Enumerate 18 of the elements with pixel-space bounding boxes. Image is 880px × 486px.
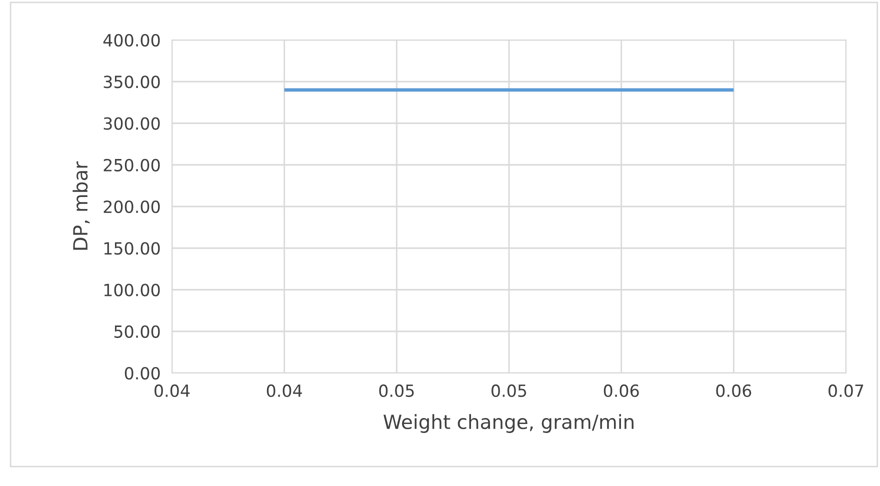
- y-tick-label: 300.00: [104, 117, 160, 130]
- x-axis-title: Weight change, gram/min: [384, 414, 634, 433]
- y-tick-label: 150.00: [104, 242, 160, 255]
- y-tick-label: 50.00: [114, 325, 160, 338]
- x-tick-label: 0.04: [266, 384, 302, 398]
- x-tick-label: 0.06: [604, 384, 639, 398]
- y-tick-label: 100.00: [104, 284, 160, 296]
- y-tick-label: 250.00: [104, 158, 160, 172]
- y-tick-label: 350.00: [104, 76, 160, 88]
- x-tick-label: 0.06: [716, 384, 752, 398]
- x-tick-label: 0.05: [492, 384, 526, 398]
- y-axis-title: DP, mbar: [72, 161, 90, 250]
- x-tick-label: 0.07: [828, 384, 864, 398]
- y-tick-label: 400.00: [103, 34, 160, 47]
- y-tick-label: 200.00: [104, 200, 160, 214]
- y-tick-label: 0.00: [124, 366, 160, 380]
- x-tick-label: 0.05: [379, 384, 414, 398]
- x-tick-label: 0.04: [154, 384, 190, 398]
